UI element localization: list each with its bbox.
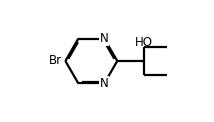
Text: HO: HO (135, 36, 153, 49)
Text: N: N (100, 77, 109, 90)
Text: Br: Br (49, 55, 62, 67)
Text: N: N (100, 32, 109, 45)
